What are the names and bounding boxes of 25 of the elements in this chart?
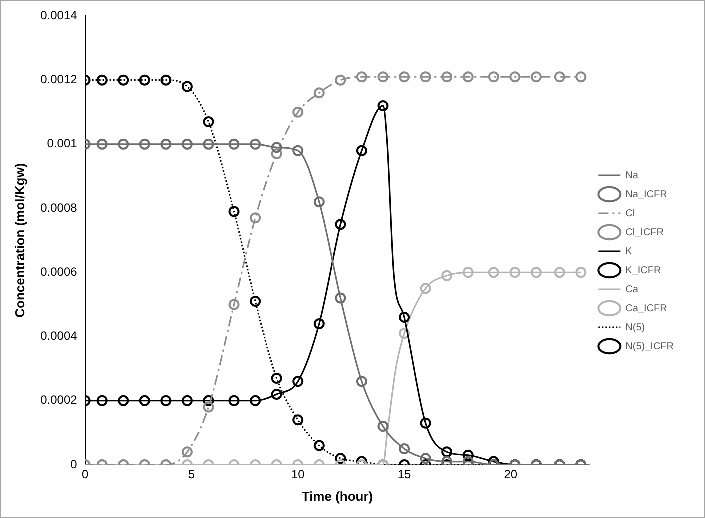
x-tick-label: 15 xyxy=(398,468,412,482)
x-axis-title: Time (hour) xyxy=(302,488,374,504)
legend-label: N(5)_ICFR xyxy=(626,341,674,352)
legend-label: Cl_ICFR xyxy=(626,227,664,238)
legend-label: Cl xyxy=(626,208,636,220)
y-tick-label: 0 xyxy=(70,457,78,472)
legend-label: Ca_ICFR xyxy=(626,303,668,314)
y-axis-title: Concentration (mol/Kgw) xyxy=(12,163,28,318)
legend-label: K xyxy=(626,246,633,258)
x-tick-label: 0 xyxy=(82,468,89,482)
x-tick-label: 5 xyxy=(188,468,196,482)
y-tick-label: 0.0012 xyxy=(40,72,78,87)
y-tick-label: 0.0008 xyxy=(40,200,78,215)
x-tick-label: 20 xyxy=(504,468,518,482)
x-tick-label: 10 xyxy=(291,468,306,482)
legend-label: Ca xyxy=(626,284,639,296)
y-tick-label: 0.0002 xyxy=(40,393,78,408)
legend-label: N(5) xyxy=(626,322,646,334)
legend-label: Na_ICFR xyxy=(626,189,668,200)
legend-label: Na xyxy=(626,170,639,182)
y-tick-label: 0.0014 xyxy=(40,8,78,23)
legend-label: K_ICFR xyxy=(626,265,662,276)
y-tick-label: 0.001 xyxy=(47,136,78,151)
y-tick-label: 0.0004 xyxy=(40,329,78,344)
y-tick-label: 0.0006 xyxy=(40,264,78,279)
